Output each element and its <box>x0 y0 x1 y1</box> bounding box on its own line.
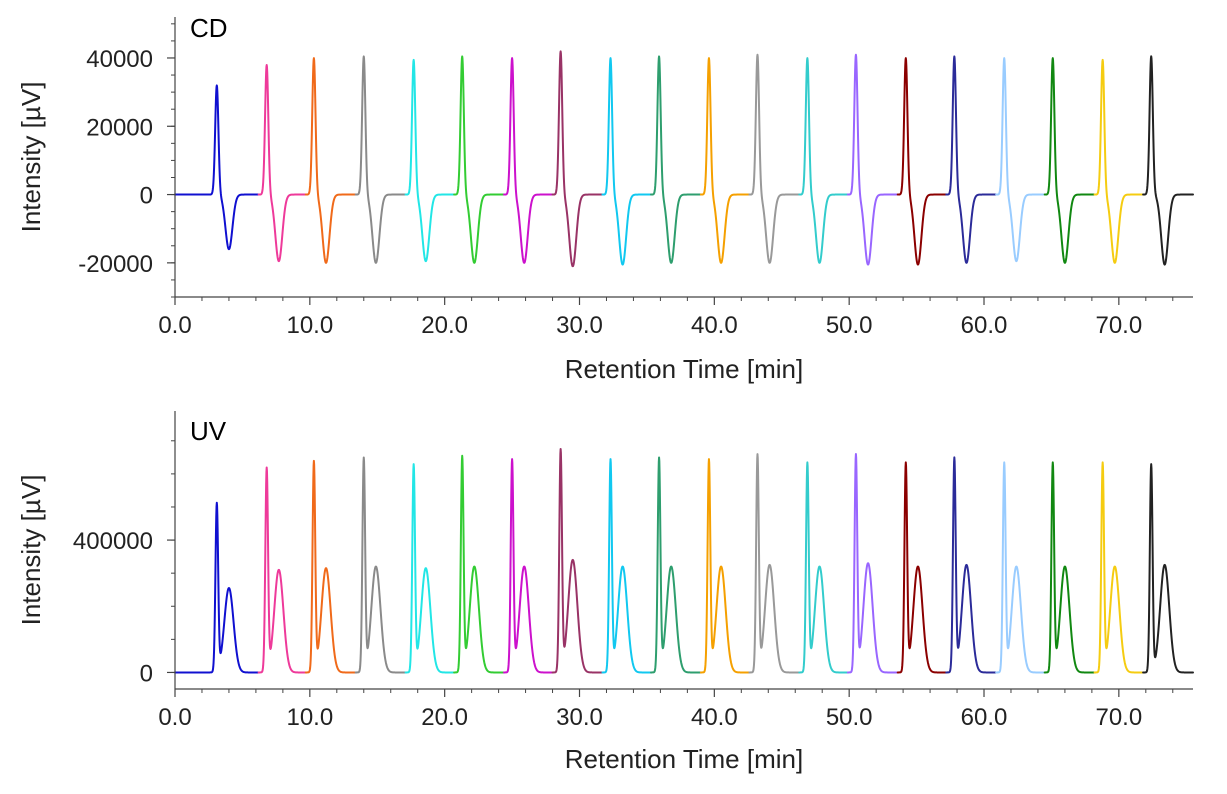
uv-trace-5 <box>404 463 456 674</box>
uv-x-tick-label: 70.0 <box>1095 704 1142 731</box>
uv-trace-14 <box>846 453 900 674</box>
cd-trace-15 <box>896 57 948 266</box>
cd-trace-14 <box>846 53 900 266</box>
cd-x-tick-label: 50.0 <box>826 312 873 339</box>
cd-trace-5 <box>404 58 456 263</box>
uv-x-tick-label: 0.0 <box>158 704 191 731</box>
cd-trace-9 <box>601 57 653 266</box>
cd-trace-12 <box>748 53 801 264</box>
uv-y-ticks: 0 400000 <box>73 440 175 687</box>
uv-trace-20 <box>1142 463 1194 674</box>
uv-trace-1 <box>174 501 261 674</box>
cd-x-ticks: 0.0 10.0 20.0 30.0 40.0 50.0 60.0 70.0 <box>158 297 1174 339</box>
cd-trace-13 <box>798 57 850 264</box>
uv-trace-18 <box>1043 461 1097 674</box>
cd-y-tick-label: 20000 <box>86 114 153 141</box>
cd-y-tick-label: 0 <box>140 183 153 210</box>
uv-x-tick-label: 10.0 <box>286 704 333 731</box>
uv-trace-2 <box>257 466 308 674</box>
uv-trace-19 <box>1093 461 1145 674</box>
cd-y-ticks: -20000 0 20000 40000 <box>78 23 175 298</box>
uv-traces <box>174 447 1194 674</box>
uv-y-axis-title: Intensity [µV] <box>16 475 46 626</box>
uv-x-ticks: 0.0 10.0 20.0 30.0 40.0 50.0 60.0 70.0 <box>158 689 1174 731</box>
cd-trace-6 <box>453 55 506 264</box>
uv-trace-13 <box>798 461 850 674</box>
cd-trace-10 <box>649 55 703 264</box>
cd-y-tick-label: 40000 <box>86 46 153 73</box>
cd-trace-7 <box>503 57 555 264</box>
uv-y-tick-label: 400000 <box>73 528 153 555</box>
cd-x-tick-label: 40.0 <box>691 312 738 339</box>
cd-trace-18 <box>1043 57 1097 264</box>
cd-trace-4 <box>354 55 408 264</box>
uv-x-tick-label: 40.0 <box>691 704 738 731</box>
uv-trace-8 <box>551 447 604 674</box>
cd-x-tick-label: 60.0 <box>961 312 1008 339</box>
uv-trace-17 <box>995 461 1047 674</box>
cd-trace-16 <box>945 55 998 264</box>
uv-x-axis-title: Retention Time [min] <box>565 744 803 774</box>
cd-x-tick-label: 70.0 <box>1095 312 1142 339</box>
cd-x-tick-label: 0.0 <box>158 312 191 339</box>
cd-trace-17 <box>995 57 1047 263</box>
uv-trace-11 <box>699 458 751 674</box>
cd-traces <box>174 50 1194 268</box>
cd-trace-2 <box>257 63 308 263</box>
cd-trace-11 <box>699 57 751 264</box>
uv-trace-12 <box>748 453 801 674</box>
cd-panel-label: CD <box>190 13 228 43</box>
cd-y-axis-title: Intensity [µV] <box>16 82 46 233</box>
cd-y-tick-label: -20000 <box>78 251 153 278</box>
uv-x-tick-label: 50.0 <box>826 704 873 731</box>
cd-x-tick-label: 20.0 <box>421 312 468 339</box>
cd-panel: -20000 0 20000 40000 0.0 10.0 20.0 30.0 40.0 50.… <box>16 13 1194 384</box>
cd-x-tick-label: 30.0 <box>556 312 603 339</box>
uv-trace-15 <box>896 461 948 674</box>
cd-x-tick-label: 10.0 <box>286 312 333 339</box>
uv-trace-7 <box>503 458 555 674</box>
cd-trace-3 <box>304 57 358 264</box>
cd-trace-1 <box>174 84 261 251</box>
cd-trace-20 <box>1142 55 1194 266</box>
uv-trace-16 <box>945 456 998 674</box>
uv-x-tick-label: 30.0 <box>556 704 603 731</box>
cd-trace-19 <box>1093 58 1145 264</box>
uv-trace-10 <box>649 456 703 674</box>
uv-trace-4 <box>354 456 408 674</box>
uv-x-tick-label: 60.0 <box>961 704 1008 731</box>
uv-x-tick-label: 20.0 <box>421 704 468 731</box>
cd-x-axis-title: Retention Time [min] <box>565 354 803 384</box>
uv-trace-6 <box>453 454 506 674</box>
uv-y-tick-label: 0 <box>140 660 153 687</box>
uv-trace-9 <box>601 458 653 674</box>
cd-trace-8 <box>551 50 604 268</box>
uv-trace-3 <box>304 459 358 674</box>
uv-panel-label: UV <box>190 416 227 446</box>
